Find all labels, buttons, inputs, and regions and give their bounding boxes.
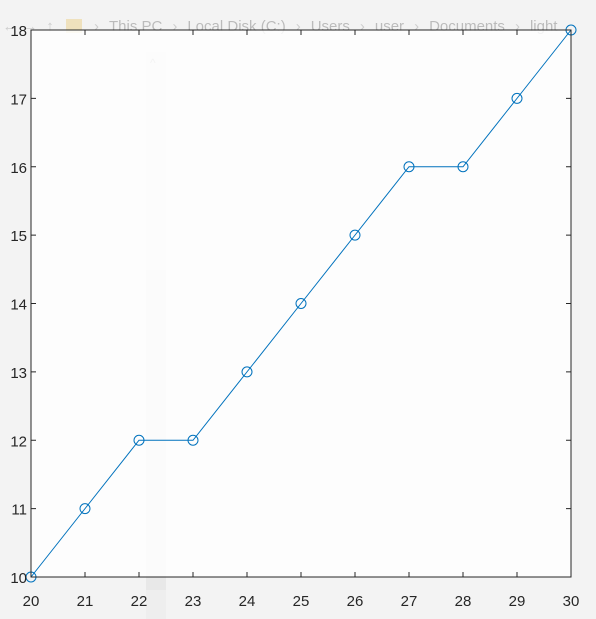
- chevron-right-icon: ›: [295, 17, 301, 35]
- y-tick-label: 18: [10, 23, 27, 40]
- x-tick-label: 30: [563, 593, 580, 610]
- data-point-marker: [241, 366, 253, 378]
- y-tick-label: 16: [10, 160, 27, 177]
- data-point-marker: [295, 298, 307, 309]
- chevron-right-icon: ›: [94, 17, 99, 35]
- x-tick-label: 20: [23, 593, 40, 610]
- y-tick-label: 13: [10, 365, 27, 382]
- x-tick-label: 23: [185, 593, 202, 610]
- x-tick-label: 27: [401, 593, 418, 610]
- y-tick-label: 10: [10, 570, 27, 587]
- data-point-marker: [457, 161, 469, 173]
- y-tick-label: 17: [10, 91, 27, 108]
- data-point-marker: [79, 503, 91, 515]
- chevron-right-icon: ›: [359, 17, 365, 35]
- tick-labels: 20 21 22 23 24 25 26 27 28 29 30 10 11 12 13 14 15 16 17 18: [10, 23, 579, 610]
- x-tick-label: 28: [455, 593, 472, 610]
- chevron-right-icon: ›: [414, 17, 420, 35]
- data-point-marker: [187, 434, 199, 446]
- back-arrow-icon: ←: [2, 17, 18, 35]
- y-tick-label: 14: [10, 297, 27, 314]
- x-tick-label: 25: [293, 593, 310, 610]
- y-tick-label: 15: [10, 228, 27, 245]
- chevron-right-icon: ›: [172, 17, 178, 35]
- series-line: [30, 29, 572, 578]
- data-point-marker: [403, 161, 415, 173]
- data-point-marker: [133, 434, 145, 446]
- x-tick-label: 26: [347, 593, 364, 610]
- data-point-marker: [349, 229, 361, 241]
- y-tick-label: 11: [11, 502, 27, 519]
- axes-box: [30, 29, 572, 578]
- x-tick-label: 24: [239, 593, 256, 610]
- x-tick-label: 21: [77, 593, 94, 610]
- x-tick-label: 29: [509, 593, 526, 610]
- series: [25, 24, 577, 583]
- x-tick-label: 22: [131, 593, 148, 610]
- up-arrow-icon: ↑: [46, 17, 54, 35]
- chevron-right-icon: ›: [514, 17, 520, 35]
- y-tick-label: 12: [10, 433, 27, 450]
- data-point-marker: [511, 92, 523, 104]
